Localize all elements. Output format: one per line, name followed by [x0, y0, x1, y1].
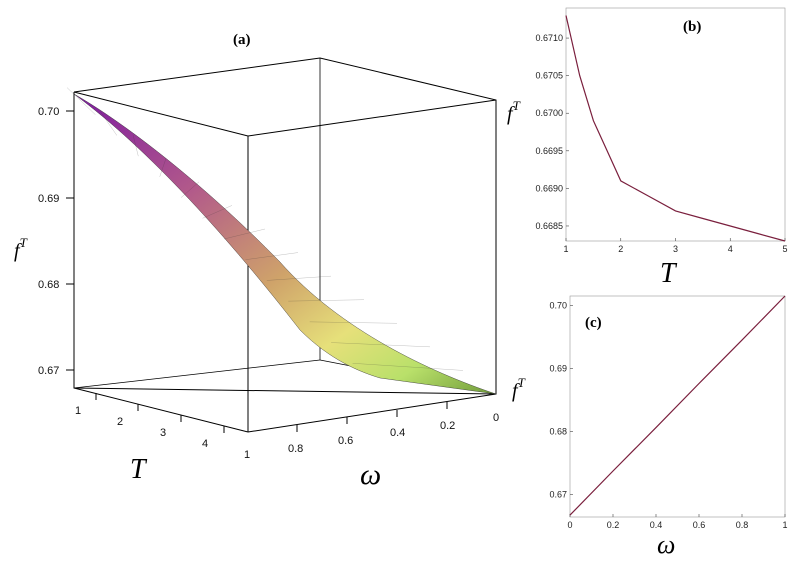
y-tick-label: 0.6685	[535, 221, 563, 231]
surface-mesh-line	[99, 111, 117, 136]
x-tick-label: 0.6	[693, 520, 706, 530]
panel-c-y-axis-label: fT	[512, 375, 526, 402]
z-axis-label: fT	[14, 235, 28, 262]
z-tick-label: 0.69	[38, 193, 59, 205]
t-tick-label: 3	[160, 427, 166, 439]
panel-b-line-plot: (b) 0.6710 0.6705 0.6700 0.6695 0.6690 0.6685…	[507, 7, 788, 289]
panel-b-y-ticks: 0.6710 0.6705 0.6700 0.6695 0.6690 0.6685	[535, 33, 569, 231]
surface-mesh-line	[352, 363, 464, 371]
z-tick-label: 0.70	[38, 106, 59, 118]
t-tick-label: 2	[117, 416, 123, 428]
y-tick-label: 0.68	[549, 426, 567, 436]
x-tick-label: 3	[673, 244, 678, 254]
panel-b-x-ticks: 1 2 3 4 5	[563, 238, 788, 254]
omega-tick-label: 0.2	[440, 420, 455, 432]
x-tick-label: 1	[563, 244, 568, 254]
panel-c-label: (c)	[585, 315, 602, 331]
panel-c-x-ticks: 0 0.2 0.4 0.6 0.8 1	[567, 514, 788, 530]
x-tick-label: 1	[782, 520, 787, 530]
surface-mesh-line	[309, 321, 398, 324]
omega-tick-label: 0	[493, 412, 499, 424]
box-back-edges	[73, 57, 497, 395]
box-floor-front-left	[73, 387, 249, 433]
x-tick-label: 5	[782, 244, 787, 254]
z-axis-ticks: 0.70 0.69 0.68 0.67	[38, 106, 74, 377]
panel-a-surface-plot: (a) 0.70 0.69 0.68 0.67 fT 1 2	[14, 32, 499, 491]
panel-c-y-ticks: 0.70 0.69 0.68 0.67	[549, 300, 573, 499]
y-tick-label: 0.69	[549, 363, 567, 373]
omega-tick-label: 0.6	[338, 435, 353, 447]
panel-c-line-plot: (c) 0.70 0.69 0.68 0.67 0 0.2 0.4 0.6 0.8 1 fT ω	[512, 295, 788, 559]
surface-mesh-line	[66, 87, 96, 115]
box-floor-front-right	[247, 393, 497, 433]
surface-mesh	[73, 93, 497, 395]
box-floor-back-left	[73, 359, 321, 389]
t-axis-label: T	[130, 454, 148, 485]
omega-tick-label: 0.8	[288, 443, 303, 455]
y-tick-label: 0.67	[549, 489, 567, 499]
y-tick-label: 0.6695	[535, 146, 563, 156]
box-top-front-left	[73, 91, 249, 137]
surface-mesh-line	[266, 275, 332, 281]
surface-mesh-line	[159, 158, 167, 177]
y-tick-label: 0.6705	[535, 71, 563, 81]
surface-mesh-line	[245, 252, 299, 260]
x-tick-label: 4	[728, 244, 733, 254]
x-tick-label: 0.2	[607, 520, 620, 530]
omega-axis-label: ω	[360, 458, 381, 491]
panel-c-x-axis-label: ω	[657, 530, 675, 559]
omega-axis-ticks: 1 0.8 0.6 0.4 0.2 0	[244, 402, 499, 461]
panel-c-frame	[569, 295, 786, 518]
t-axis-ticks: 1 2 3 4	[75, 393, 225, 450]
y-tick-label: 0.6690	[535, 183, 563, 193]
surface-mesh-line	[181, 181, 200, 198]
z-tick-label: 0.68	[38, 279, 59, 291]
panel-b-series-line	[565, 15, 786, 242]
surface-mesh-line	[132, 134, 139, 157]
y-tick-label: 0.6710	[535, 33, 563, 43]
panel-b-frame	[565, 7, 786, 242]
panel-b-label: (b)	[683, 19, 701, 35]
t-tick-label: 4	[202, 438, 208, 450]
panel-a-label: (a)	[233, 32, 251, 48]
surface-grid-lines	[66, 87, 464, 371]
panel-b-x-axis-label: T	[660, 258, 678, 289]
omega-extra-tick: 1	[244, 449, 250, 461]
x-tick-label: 0	[567, 520, 572, 530]
surface-mesh-line	[288, 299, 365, 302]
surface-mesh-line	[223, 228, 266, 240]
panel-b-y-axis-label: fT	[507, 98, 521, 125]
x-tick-label: 0.8	[736, 520, 749, 530]
panel-c-series-line	[569, 295, 786, 516]
t-tick-label: 1	[75, 405, 81, 417]
x-tick-label: 0.4	[650, 520, 663, 530]
surface-mesh-line	[202, 205, 233, 219]
x-tick-label: 2	[618, 244, 623, 254]
box-top-front-right	[247, 99, 497, 137]
surface-mesh-line	[331, 342, 431, 348]
y-tick-label: 0.70	[549, 300, 567, 310]
y-tick-label: 0.6700	[535, 108, 563, 118]
z-tick-label: 0.67	[38, 365, 59, 377]
omega-tick-label: 0.4	[390, 427, 405, 439]
